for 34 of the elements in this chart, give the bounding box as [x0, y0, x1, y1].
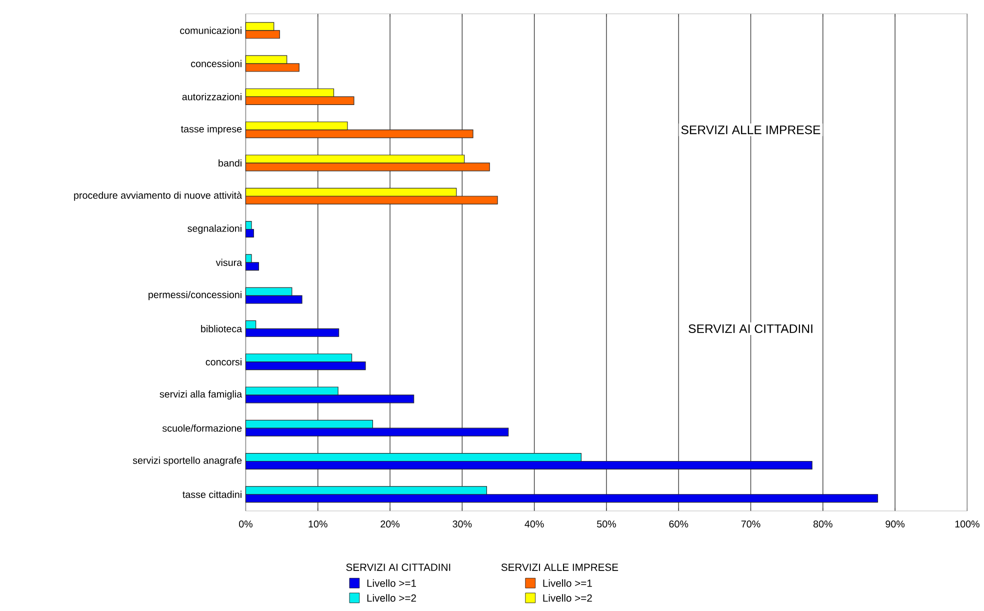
y-tick-label: scuole/formazione — [162, 424, 242, 432]
x-tick-label: 80% — [813, 520, 832, 528]
x-tick-label: 70% — [741, 520, 760, 528]
legend-label: Livello >=1 — [367, 579, 416, 588]
y-tick-label: segnalazioni — [188, 224, 242, 234]
legend-label: Livello >=1 — [543, 579, 592, 588]
x-tick-label: 90% — [886, 520, 905, 528]
legend-label: Livello >=2 — [543, 594, 592, 602]
x-tick-label: 0% — [239, 520, 253, 528]
y-tick-label: tasse cittadini — [182, 490, 242, 498]
annotation: SERVIZI AI CITTADINI — [688, 324, 812, 334]
x-tick-label: 60% — [669, 520, 688, 528]
y-tick-label: autorizzazioni — [182, 93, 242, 100]
y-tick-label: biblioteca — [201, 325, 242, 332]
y-tick-label: concessioni — [191, 60, 242, 68]
y-tick-label: concorsi — [206, 358, 242, 366]
x-tick-label: 20% — [380, 520, 400, 528]
text: SERVIZI AI CITTADINI — [346, 564, 450, 572]
y-tick-label: visura — [216, 258, 242, 266]
y-tick-label: servizi alla famiglia — [160, 390, 242, 400]
y-tick-label: comunicazioni — [180, 26, 242, 34]
annotation: SERVIZI ALLE IMPRESE — [681, 126, 820, 134]
x-tick-label: 40% — [524, 520, 544, 528]
y-tick-label: procedure avviamento di nuove attività — [74, 192, 242, 201]
x-tick-label: 50% — [597, 520, 616, 528]
legend-label: Livello >=2 — [367, 594, 416, 602]
x-tick-label: 30% — [452, 520, 472, 528]
y-tick-label: tasse imprese — [180, 125, 242, 135]
x-tick-label: 10% — [308, 520, 328, 528]
y-tick-label: bandi — [218, 159, 242, 167]
y-tick-label: permessi/concessioni — [148, 291, 242, 300]
y-tick-label: servizi sportello anagrafe — [132, 456, 242, 466]
x-tick-label: 100% — [955, 520, 980, 528]
text: SERVIZI ALLE IMPRESE — [501, 564, 618, 572]
